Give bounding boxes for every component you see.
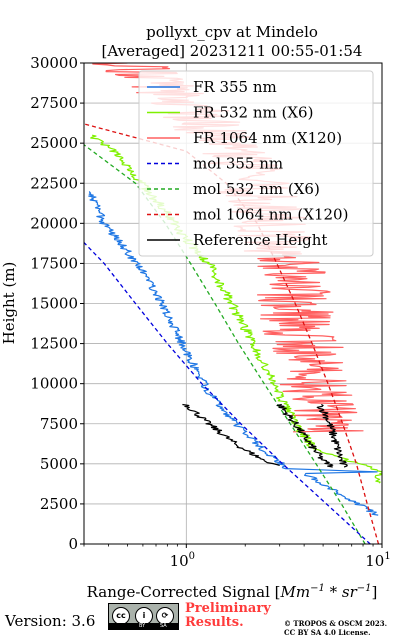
preliminary-notice: Preliminary Results. [185, 602, 271, 630]
copyright-line-1: © TROPOS & OSCM 2023. [284, 619, 388, 628]
version-label: Version: 3.6 [5, 612, 96, 630]
chart-figure: pollyxt_cpv at Mindelo [Averaged] 202312… [0, 23, 391, 600]
y-tick-label: 12500 [30, 335, 78, 353]
y-tick-label: 7500 [40, 415, 78, 433]
x-axis: 100 101 [83, 544, 391, 570]
y-tick-label: 25000 [30, 134, 78, 152]
legend-label: Reference Height [193, 231, 327, 249]
y-tick-label: 20000 [30, 214, 78, 232]
x-tick-label: 101 [365, 551, 390, 570]
y-tick-label: 30000 [30, 54, 78, 72]
y-tick-label: 10000 [30, 375, 78, 393]
legend-label: mol 1064 nm (X120) [193, 206, 348, 224]
y-axis: 0 2500 5000 7500 10000 12500 15000 17500 20000 22… [30, 54, 84, 553]
chart-title: pollyxt_cpv at Mindelo [146, 23, 318, 41]
cc-badge-strip: BY SA [109, 623, 178, 629]
legend-label: mol 355 nm [193, 155, 283, 173]
y-tick-label: 0 [68, 535, 78, 553]
preliminary-line-2: Results. [185, 615, 244, 630]
x-axis-label: Range-Corrected Signal [Mm−1 * sr−1] [87, 583, 378, 600]
series-line-6 [182, 403, 280, 466]
series-line-6 [276, 403, 334, 468]
copyright-line-2: CC BY SA 4.0 License. [284, 628, 371, 637]
y-tick-label: 17500 [30, 254, 78, 272]
preliminary-line-1: Preliminary [185, 601, 271, 616]
legend-box [138, 70, 374, 257]
legend-label: FR 532 nm (X6) [193, 104, 313, 122]
legend-label: FR 355 nm [193, 78, 277, 96]
series-line-3 [84, 242, 371, 544]
legend-label: FR 1064 nm (X120) [193, 129, 342, 147]
y-tick-label: 5000 [40, 455, 78, 473]
series-line-0 [88, 191, 379, 516]
y-tick-label: 27500 [30, 94, 78, 112]
y-axis-label: Height (m) [0, 262, 18, 345]
y-tick-label: 15000 [30, 295, 78, 313]
copyright-notice: © TROPOS & OSCM 2023. CC BY SA 4.0 Licen… [284, 619, 387, 637]
y-tick-label: 22500 [30, 174, 78, 192]
chart-subtitle: [Averaged] 20231211 00:55-01:54 [102, 42, 363, 60]
y-tick-label: 2500 [40, 495, 78, 513]
legend-label: mol 532 nm (X6) [193, 180, 320, 198]
series-line-6 [316, 403, 348, 468]
x-tick-label: 100 [170, 551, 195, 570]
legend: FR 355 nm FR 532 nm (X6) FR 1064 nm (X120)… [138, 70, 374, 257]
cc-license-badge: cc i ⟳ BY SA [108, 603, 179, 630]
